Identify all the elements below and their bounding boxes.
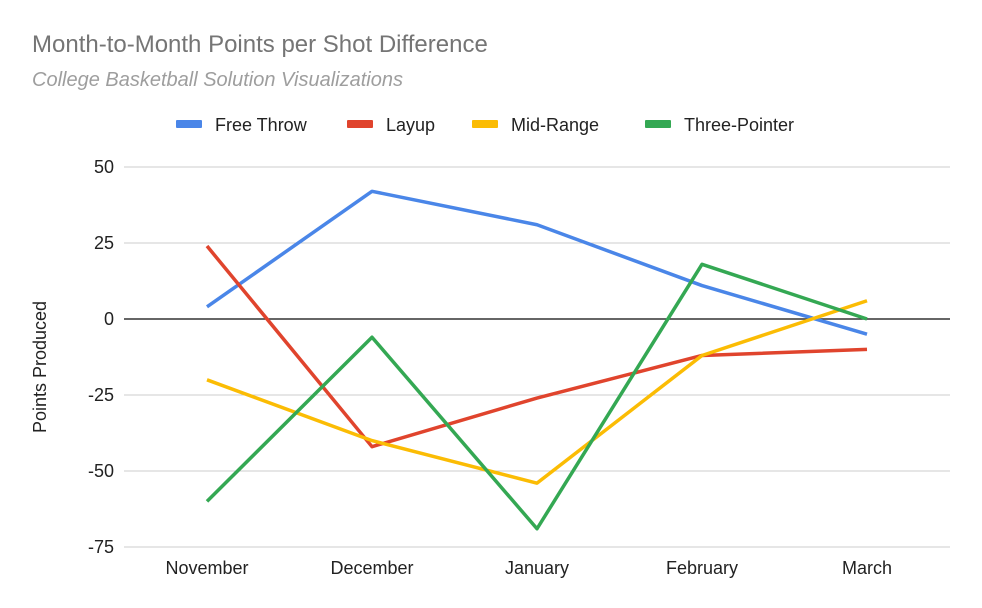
x-tick-label: December	[330, 558, 413, 578]
chart-subtitle: College Basketball Solution Visualizatio…	[32, 69, 403, 91]
grid	[124, 166, 950, 548]
series-line-free-throw	[205, 189, 868, 336]
chart-title: Month-to-Month Points per Shot Differenc…	[32, 31, 488, 58]
y-tick-label: 25	[94, 233, 114, 253]
series-line-layup	[205, 244, 868, 449]
legend-label: Layup	[386, 115, 435, 135]
x-tick-label: November	[165, 558, 248, 578]
legend-label: Free Throw	[215, 115, 308, 135]
y-axis-ticks: 50 25 0 -25 -50 -75	[88, 157, 114, 557]
legend-swatch	[176, 120, 202, 128]
y-tick-label: -75	[88, 537, 114, 557]
legend-swatch	[645, 120, 671, 128]
y-tick-label: -25	[88, 385, 114, 405]
series-line-three-pointer	[205, 262, 868, 531]
legend-swatch	[347, 120, 373, 128]
legend-swatch	[472, 120, 498, 128]
y-tick-label: 50	[94, 157, 114, 177]
y-tick-label: -50	[88, 461, 114, 481]
legend-label: Mid-Range	[511, 115, 599, 135]
y-axis-label: Points Produced	[30, 301, 50, 433]
legend: Free Throw Layup Mid-Range Three-Pointer	[176, 115, 794, 135]
y-tick-label: 0	[104, 309, 114, 329]
x-axis-ticks: November December January February March	[165, 558, 892, 578]
x-tick-label: February	[666, 558, 738, 578]
legend-label: Three-Pointer	[684, 115, 794, 135]
series-lines	[205, 189, 868, 531]
x-tick-label: January	[505, 558, 569, 578]
series-line-mid-range	[206, 299, 868, 485]
x-tick-label: March	[842, 558, 892, 578]
